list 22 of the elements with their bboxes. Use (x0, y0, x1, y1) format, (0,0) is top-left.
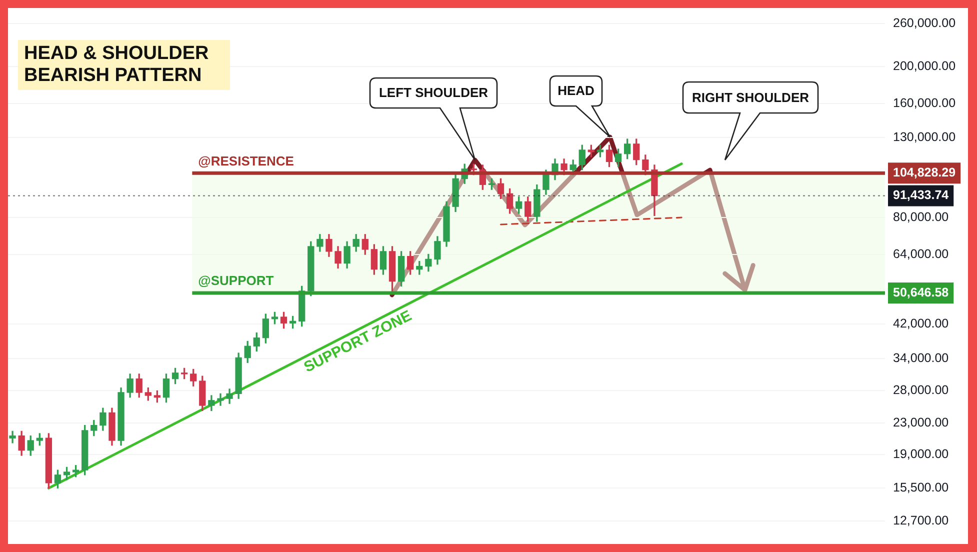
y-tick-label: 50,646.58 (893, 286, 949, 300)
y-tick-label: 23,000.00 (893, 416, 949, 430)
ref-line-label: @RESISTENCE (198, 153, 294, 168)
y-tick-label: 42,000.00 (893, 316, 949, 330)
annotation: LEFT SHOULDER (378, 85, 490, 101)
y-tick-label: 200,000.00 (893, 59, 956, 74)
y-tick-label: 19,000.00 (893, 447, 949, 462)
y-tick-label: 34,000.00 (893, 351, 949, 366)
highlight-box: HEAD & SHOULDER BEARISH PATTERN (18, 40, 230, 90)
y-tick-label: 104,828.29 (893, 166, 956, 180)
y-tick-label: 160,000.00 (893, 96, 956, 110)
y-tick-label: 91,433.74 (893, 188, 949, 202)
y-tick-label: 15,500.00 (893, 480, 949, 495)
y-tick-label: 12,700.00 (893, 513, 949, 528)
annotation: HEAD (556, 83, 596, 99)
y-tick-label: 28,000.00 (893, 383, 949, 398)
y-tick-label: 130,000.00 (893, 130, 956, 144)
y-tick-label: 80,000.00 (893, 210, 949, 224)
ref-line-label: @SUPPORT (198, 273, 274, 288)
y-tick-label: 260,000.00 (893, 16, 956, 30)
y-tick-label: 64,000.00 (893, 246, 949, 261)
annotation: RIGHT SHOULDER (691, 90, 810, 106)
